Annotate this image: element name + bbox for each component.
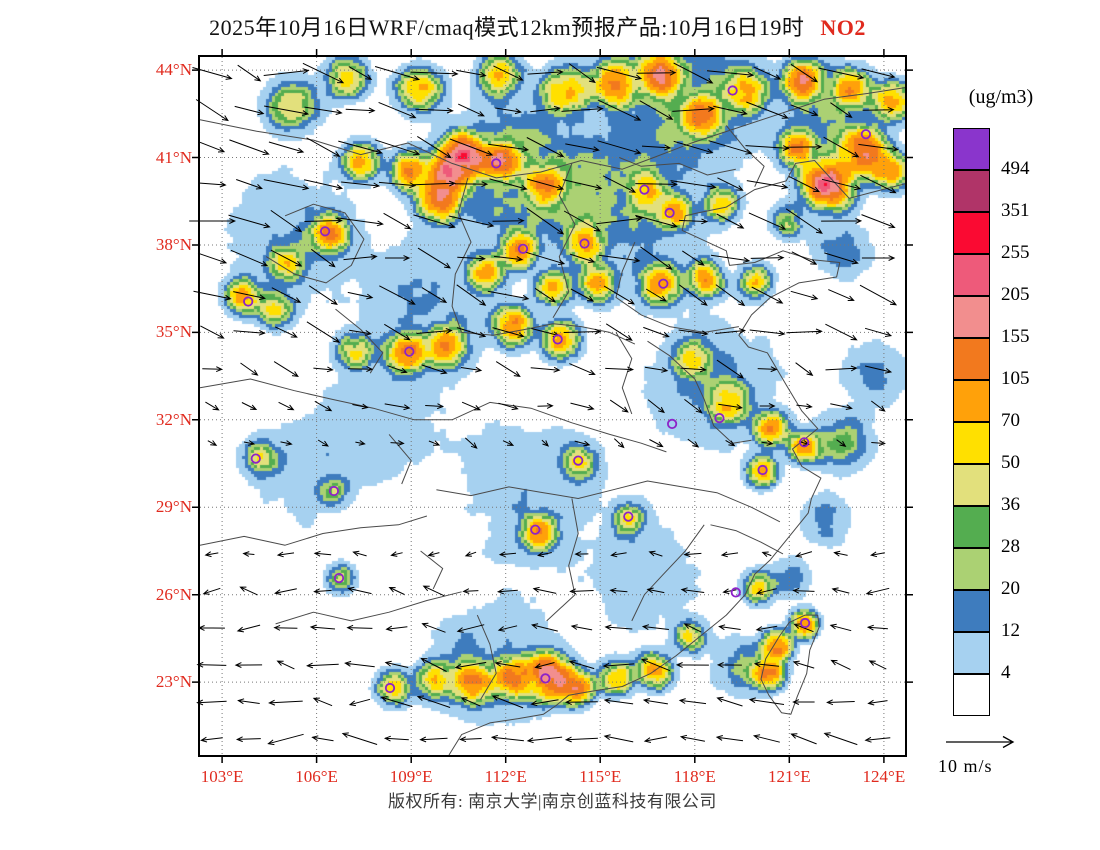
city-marker <box>552 334 563 345</box>
x-tick-label: 109°E <box>389 767 433 786</box>
y-tick-label: 26°N <box>155 584 192 604</box>
city-marker <box>384 682 396 694</box>
y-tick-label: 29°N <box>155 497 192 517</box>
city-marker <box>666 418 678 429</box>
city-marker <box>333 572 345 584</box>
city-marker <box>799 617 811 629</box>
city-marker <box>491 158 502 169</box>
x-tick-label: 106°E <box>295 767 338 786</box>
city-marker <box>639 184 650 195</box>
legend: (ug/m3) 494 351 255 205 155 105 70 50 36 28 20 12 4 <box>953 86 1063 720</box>
city-marker <box>540 673 551 684</box>
legend-color-box <box>953 380 990 422</box>
legend-level-label: 494 <box>1001 158 1030 179</box>
x-tick-label: 112°E <box>484 767 527 786</box>
graticule-gridlines <box>200 57 905 755</box>
copyright-text: 版权所有: 南京大学|南京创蓝科技有限公司 <box>388 792 717 811</box>
city-marker <box>799 437 810 448</box>
city-marker <box>243 296 254 307</box>
wind-scale: 10 m/s <box>936 731 1066 777</box>
legend-color-box <box>953 212 990 254</box>
legend-unit-label: (ug/m3) <box>968 86 1034 108</box>
page-title: 2025年10月16日WRF/cmaq模式12km预报产品:10月16日19时 N… <box>0 10 1075 42</box>
city-marker <box>404 346 415 357</box>
city-marker <box>250 453 261 464</box>
y-tick-label: 41°N <box>155 147 192 167</box>
x-tick-label: 124°E <box>862 767 906 786</box>
legend-level-label: 50 <box>1001 452 1020 473</box>
y-tick-label: 44°N <box>155 60 192 80</box>
legend-color-box <box>953 632 990 674</box>
city-marker <box>658 278 669 289</box>
axis-tick-marks <box>192 49 913 763</box>
legend-level-label: 351 <box>1001 200 1030 221</box>
y-tick-label: 35°N <box>155 322 192 342</box>
legend-level-label: 4 <box>1001 662 1011 683</box>
y-tick-label: 23°N <box>155 672 192 692</box>
y-tick-label: 38°N <box>155 234 192 254</box>
legend-color-box <box>953 170 990 212</box>
x-tick-label: 118°E <box>673 767 716 786</box>
legend-level-label: 205 <box>1001 284 1030 305</box>
legend-color-box <box>953 674 990 716</box>
legend-color-box <box>953 296 990 338</box>
title-text: 2025年10月16日WRF/cmaq模式12km预报产品:10月16日19时 <box>209 15 805 40</box>
legend-level-label: 12 <box>1001 620 1020 641</box>
city-marker <box>757 464 768 476</box>
y-tick-label: 32°N <box>155 409 192 429</box>
x-tick-label: 121°E <box>767 767 811 786</box>
legend-color-box <box>953 506 990 548</box>
x-tick-label: 103°E <box>200 767 244 786</box>
city-marker <box>579 238 590 249</box>
legend-color-box <box>953 464 990 506</box>
city-marker <box>517 243 529 254</box>
city-marker <box>530 524 541 535</box>
city-marker <box>860 129 872 140</box>
legend-level-label: 155 <box>1001 326 1030 347</box>
city-marker <box>730 587 741 598</box>
legend-level-label: 36 <box>1001 494 1020 515</box>
coastline-province-boundaries <box>199 87 906 756</box>
city-marker <box>328 485 339 497</box>
pollutant-label: NO2 <box>820 15 866 40</box>
legend-color-box <box>953 590 990 632</box>
city-marker <box>320 226 331 237</box>
city-marker <box>664 207 675 218</box>
legend-color-box <box>953 254 990 296</box>
city-marker <box>714 412 725 424</box>
legend-level-label: 28 <box>1001 536 1020 557</box>
legend-color-box <box>953 548 990 590</box>
legend-color-box <box>953 128 990 170</box>
wind-scale-label: 10 m/s <box>938 756 993 776</box>
legend-level-label: 255 <box>1001 242 1030 263</box>
map-overlay <box>189 49 913 763</box>
wind-scale-arrow-icon <box>946 735 1015 749</box>
city-marker <box>727 85 738 96</box>
legend-level-label: 20 <box>1001 578 1020 599</box>
city-marker <box>573 455 584 466</box>
city-marker <box>623 511 634 522</box>
legend-color-box <box>953 338 990 380</box>
legend-level-label: 70 <box>1001 410 1020 431</box>
wind-vector-arrows <box>189 62 899 746</box>
x-tick-label: 115°E <box>579 767 622 786</box>
map-frame <box>189 49 913 763</box>
legend-level-label: 105 <box>1001 368 1030 389</box>
legend-color-box <box>953 422 990 464</box>
